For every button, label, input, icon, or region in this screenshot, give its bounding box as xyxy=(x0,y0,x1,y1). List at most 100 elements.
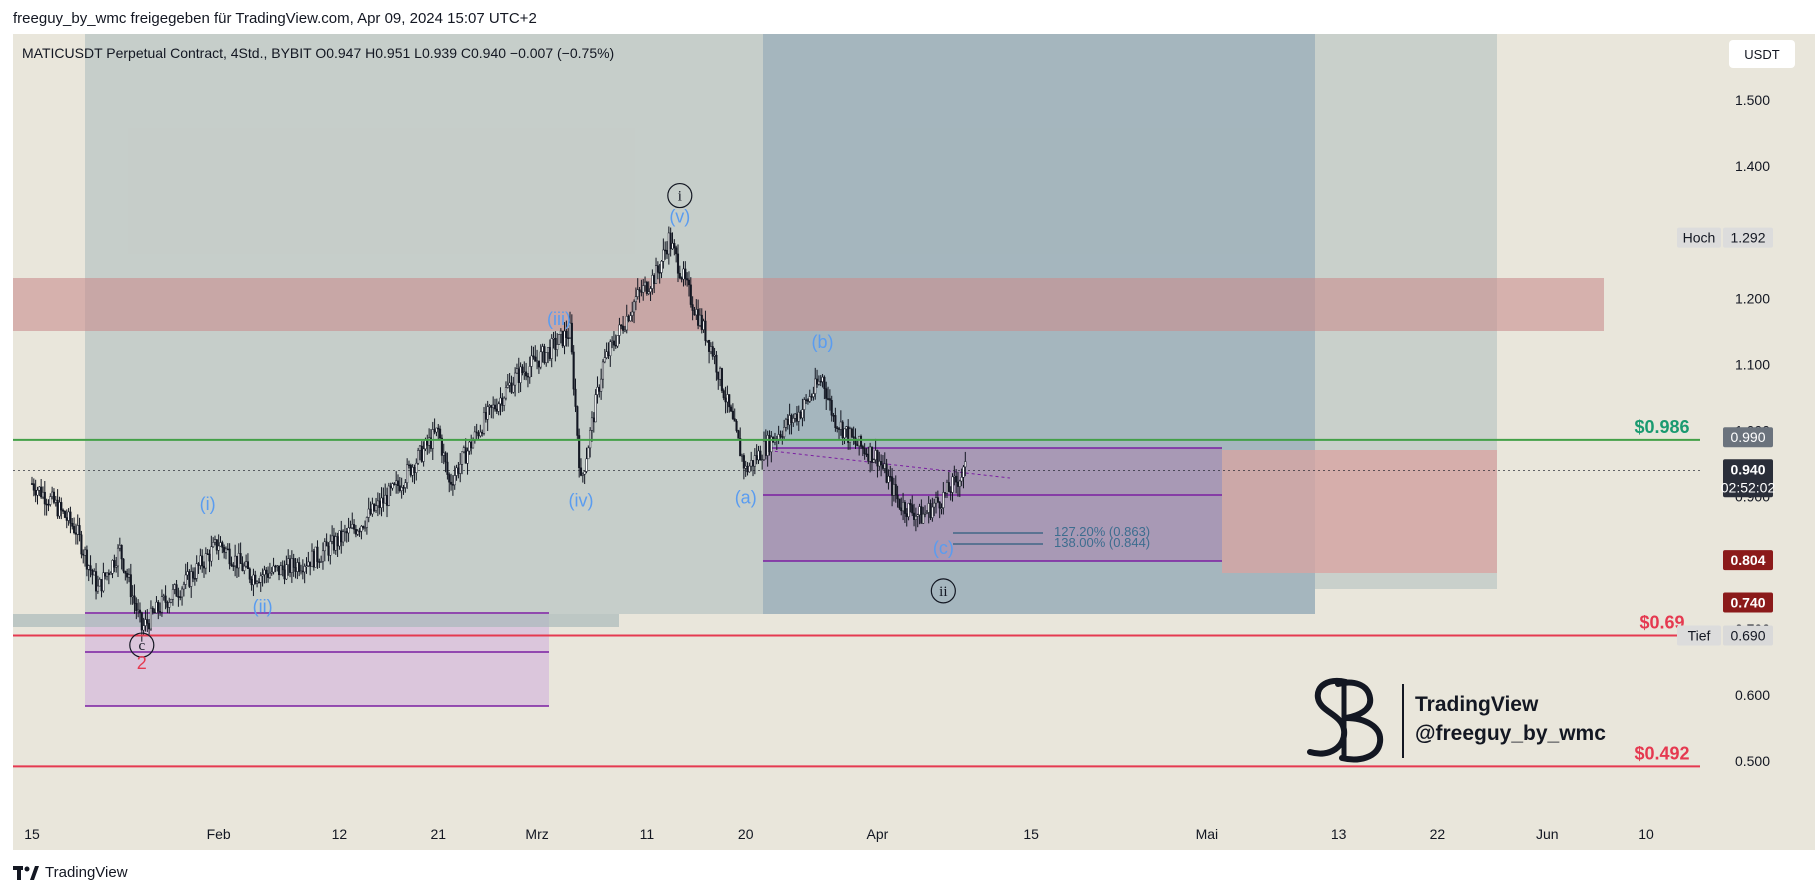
candle xyxy=(795,413,798,422)
candle xyxy=(539,351,542,368)
footer-brand-text[interactable]: TradingView xyxy=(45,864,128,881)
currency-button[interactable]: USDT xyxy=(1729,40,1795,68)
candle xyxy=(790,415,793,423)
candle xyxy=(872,459,875,463)
candle xyxy=(620,324,623,327)
candle xyxy=(199,555,202,566)
candle xyxy=(794,413,797,419)
candle xyxy=(543,346,546,363)
candle xyxy=(54,499,57,503)
candle xyxy=(633,301,636,313)
candle xyxy=(669,232,672,250)
candle xyxy=(845,426,848,430)
candle xyxy=(616,335,619,347)
candle xyxy=(131,595,134,598)
candle xyxy=(393,483,396,485)
candle xyxy=(799,411,802,419)
candle xyxy=(740,455,744,457)
price-axis-box xyxy=(1723,592,1773,613)
candle xyxy=(124,570,127,574)
x-tick-label: 15 xyxy=(1023,826,1039,842)
candle xyxy=(742,455,745,469)
candle xyxy=(332,535,335,551)
candle xyxy=(166,602,169,608)
candle xyxy=(87,565,90,570)
candle xyxy=(267,573,270,578)
candle xyxy=(327,545,330,556)
candle xyxy=(298,562,301,572)
price-axis-label: 0.690 xyxy=(1730,628,1765,644)
candle xyxy=(660,261,663,273)
candle xyxy=(825,388,828,399)
candle xyxy=(329,541,332,556)
candle xyxy=(501,397,504,406)
candle xyxy=(109,573,112,576)
candle xyxy=(583,471,586,475)
candle xyxy=(182,584,185,590)
candle xyxy=(944,492,947,494)
candle xyxy=(382,497,385,504)
x-tick-label: Mrz xyxy=(525,826,548,842)
candle xyxy=(367,508,370,518)
candle xyxy=(783,426,786,438)
candle xyxy=(508,382,511,386)
candle xyxy=(398,485,401,491)
candle xyxy=(537,360,540,368)
candle xyxy=(78,525,81,536)
candle xyxy=(149,607,152,630)
candle xyxy=(867,453,870,462)
candle xyxy=(938,501,941,509)
candle xyxy=(751,460,755,467)
candle xyxy=(387,485,390,506)
candle xyxy=(634,296,637,303)
y-tick-label: 1.100 xyxy=(1735,357,1770,373)
level-label: $0.492 xyxy=(1634,743,1689,763)
candle xyxy=(186,571,189,576)
watermark-text: TradingView @freeguy_by_wmc xyxy=(1415,690,1606,748)
candle xyxy=(107,572,110,576)
candle xyxy=(559,330,562,335)
zone-supply-red xyxy=(13,278,1604,331)
candle xyxy=(627,316,630,322)
candle xyxy=(369,508,372,515)
candle xyxy=(521,366,524,373)
candle xyxy=(592,417,595,423)
candle xyxy=(514,372,517,386)
candle xyxy=(155,601,158,614)
candle xyxy=(748,465,751,473)
candle xyxy=(647,291,650,294)
candle xyxy=(62,509,65,512)
candle xyxy=(232,565,235,567)
candle xyxy=(686,278,689,281)
candle xyxy=(667,232,670,255)
candle xyxy=(226,548,229,551)
x-tick-label: Jun xyxy=(1536,826,1559,842)
candle xyxy=(223,547,226,553)
candle xyxy=(907,503,910,517)
candle xyxy=(563,330,566,347)
candle xyxy=(435,427,438,433)
candle xyxy=(175,584,178,597)
candle xyxy=(265,569,268,575)
candle xyxy=(493,404,497,410)
wave-label: (iv) xyxy=(569,491,594,511)
candle xyxy=(301,570,304,573)
candle xyxy=(334,536,337,551)
level-label: $0.69 xyxy=(1639,613,1684,633)
wave-label: (c) xyxy=(933,538,954,558)
candle xyxy=(67,511,70,521)
candle xyxy=(495,408,498,412)
candle xyxy=(697,309,700,326)
candle xyxy=(420,445,423,462)
candle xyxy=(351,524,354,528)
candle xyxy=(786,419,789,426)
candle xyxy=(750,460,753,467)
candle xyxy=(611,340,614,343)
candle xyxy=(964,461,967,468)
candle xyxy=(530,355,533,367)
candle xyxy=(680,277,683,280)
zone-red-lower xyxy=(1222,450,1497,573)
candle xyxy=(259,575,262,583)
candle xyxy=(720,368,723,391)
